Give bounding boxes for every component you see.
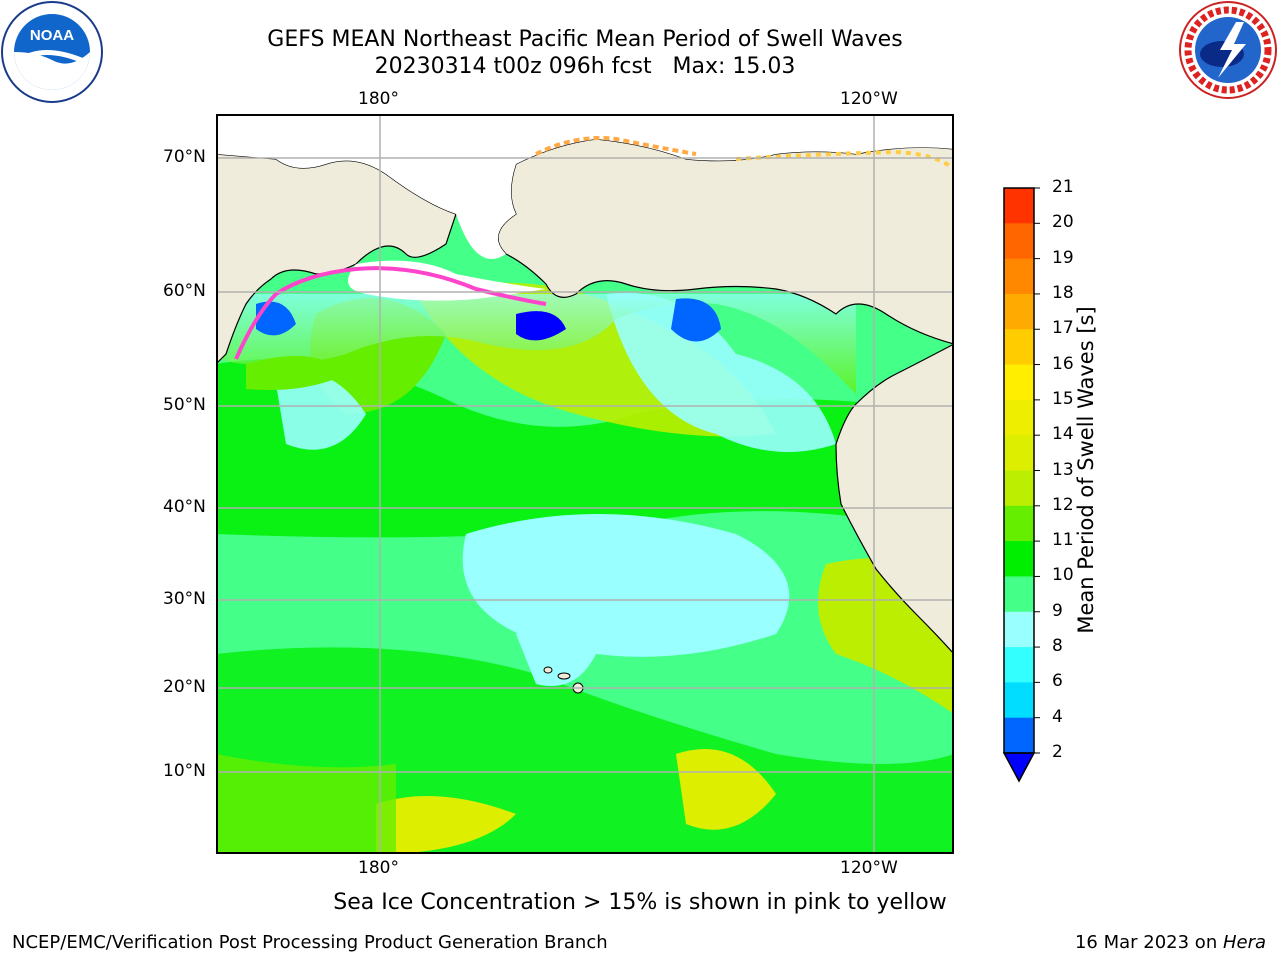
colorbar-tick-label: 2 — [1052, 742, 1063, 762]
colorbar-tick-label: 6 — [1052, 671, 1063, 692]
swell-period-map — [216, 114, 954, 854]
colorbar — [1002, 187, 1040, 783]
colorbar-bin — [1004, 717, 1034, 754]
colorbar-tick-label: 11 — [1052, 530, 1074, 551]
footer-date-text: 16 Mar 2023 on — [1074, 932, 1223, 953]
colorbar-tick-label: 20 — [1052, 212, 1074, 233]
colorbar-tick-label: 9 — [1052, 600, 1063, 621]
lat-label-10n: 10°N — [163, 761, 206, 781]
footer-date: 16 Mar 2023 on Hera — [1075, 932, 1266, 953]
colorbar-label: Mean Period of Swell Waves [s] — [1074, 306, 1098, 634]
colorbar-bin — [1004, 364, 1034, 401]
chart-subtitle: 20230314 t00z 096h fcst Max: 15.03 — [374, 54, 796, 79]
colorbar-bin — [1004, 329, 1034, 366]
nws-logo — [1179, 1, 1277, 99]
sea-ice-note: Sea Ice Concentration > 15% is shown in … — [333, 890, 947, 915]
colorbar-bin — [1004, 505, 1034, 542]
colorbar-tick-label: 17 — [1052, 318, 1074, 339]
lat-label-20n: 20°N — [163, 677, 206, 697]
colorbar-tick-label: 4 — [1052, 706, 1063, 727]
colorbar-tick-label: 16 — [1052, 353, 1074, 374]
colorbar-tick-label: 8 — [1052, 636, 1063, 657]
footer-machine: Hera — [1222, 932, 1266, 953]
colorbar-bin — [1004, 611, 1034, 648]
lon-label-bottom-180: 180° — [358, 858, 399, 878]
colorbar-bin — [1004, 435, 1034, 471]
lat-label-60n: 60°N — [163, 281, 206, 301]
colorbar-bin — [1004, 647, 1034, 683]
colorbar-bin — [1004, 188, 1034, 224]
colorbar-tick-label: 19 — [1052, 247, 1074, 268]
colorbar-tick-label: 12 — [1052, 494, 1074, 515]
lon-label-top-120w: 120°W — [840, 89, 898, 109]
colorbar-bin — [1004, 399, 1034, 436]
lon-label-bottom-120w: 120°W — [840, 858, 898, 878]
lat-label-40n: 40°N — [163, 497, 206, 517]
lat-label-70n: 70°N — [163, 147, 206, 167]
chart-title: GEFS MEAN Northeast Pacific Mean Period … — [267, 27, 903, 52]
lat-label-30n: 30°N — [163, 589, 206, 609]
colorbar-tick-label: 13 — [1052, 459, 1074, 480]
colorbar-tick-label: 15 — [1052, 388, 1074, 409]
svg-text:NOAA: NOAA — [30, 27, 74, 44]
colorbar-bin — [1004, 223, 1034, 260]
colorbar-bin — [1004, 293, 1034, 330]
colorbar-tick-label: 10 — [1052, 565, 1074, 586]
noaa-logo: NOAA — [1, 1, 103, 103]
colorbar-tick-label: 14 — [1052, 424, 1074, 445]
colorbar-tick-label: 21 — [1052, 177, 1074, 197]
colorbar-bin — [1004, 682, 1034, 719]
colorbar-bin — [1004, 470, 1034, 507]
colorbar-bin — [1004, 258, 1034, 295]
colorbar-tick-label: 18 — [1052, 282, 1074, 303]
footer-credit: NCEP/EMC/Verification Post Processing Pr… — [12, 932, 608, 953]
colorbar-extend-triangle — [1002, 752, 1036, 783]
colorbar-bin — [1004, 541, 1034, 577]
lat-label-50n: 50°N — [163, 395, 206, 415]
colorbar-bin — [1004, 576, 1034, 613]
lon-label-top-180: 180° — [358, 89, 399, 109]
